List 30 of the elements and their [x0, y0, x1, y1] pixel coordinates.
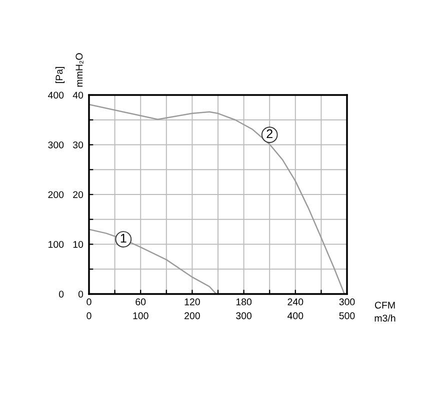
- y-tick-label: 200: [48, 191, 64, 198]
- y2-tick-label: 30: [73, 141, 84, 148]
- x2-tick-label: 400: [288, 312, 304, 320]
- x2-tick-label: 100: [133, 312, 148, 320]
- y2-tick-label: 10: [73, 240, 84, 248]
- y2-tick-label: 20: [73, 191, 84, 198]
- y-tick-label: 0: [58, 290, 64, 298]
- y2-tick-label: 40: [72, 92, 84, 99]
- annotation: 1: [120, 234, 126, 243]
- line-series: [89, 104, 346, 294]
- x2-tick-label: 0: [86, 312, 92, 320]
- annotation: 2: [266, 129, 272, 138]
- x-tick-label: 300: [339, 298, 355, 306]
- x-axis-title: CFM: [374, 302, 395, 309]
- y-tick-label: 100: [48, 240, 64, 248]
- y-tick-label: 400: [48, 92, 64, 99]
- x2-axis-title: m3/h: [374, 314, 396, 322]
- y-tick-label: 300: [48, 141, 64, 148]
- x-tick-label: 120: [184, 298, 200, 306]
- x-tick-label: 180: [236, 298, 252, 306]
- y-axis-title: [Pa]: [55, 67, 65, 83]
- line-series: [89, 228, 217, 294]
- x-tick-label: 240: [288, 298, 304, 306]
- x2-tick-label: 500: [339, 312, 355, 320]
- x2-tick-label: 300: [236, 312, 252, 320]
- x-tick-label: 60: [136, 298, 146, 306]
- y2-tick-label: 0: [78, 290, 84, 298]
- x-tick-label: 0: [86, 298, 92, 306]
- y2-axis-title: mmH₂O: [76, 53, 84, 87]
- x2-tick-label: 200: [184, 312, 200, 320]
